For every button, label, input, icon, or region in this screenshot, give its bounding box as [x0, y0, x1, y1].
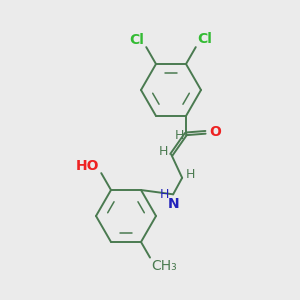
Text: O: O — [209, 125, 221, 139]
Text: Cl: Cl — [197, 32, 212, 46]
Text: N: N — [167, 197, 179, 211]
Text: Cl: Cl — [129, 32, 144, 46]
Text: H: H — [175, 129, 184, 142]
Text: H: H — [160, 188, 170, 201]
Text: H: H — [158, 145, 168, 158]
Text: CH₃: CH₃ — [152, 260, 177, 273]
Text: HO: HO — [75, 158, 99, 172]
Text: H: H — [186, 168, 195, 181]
